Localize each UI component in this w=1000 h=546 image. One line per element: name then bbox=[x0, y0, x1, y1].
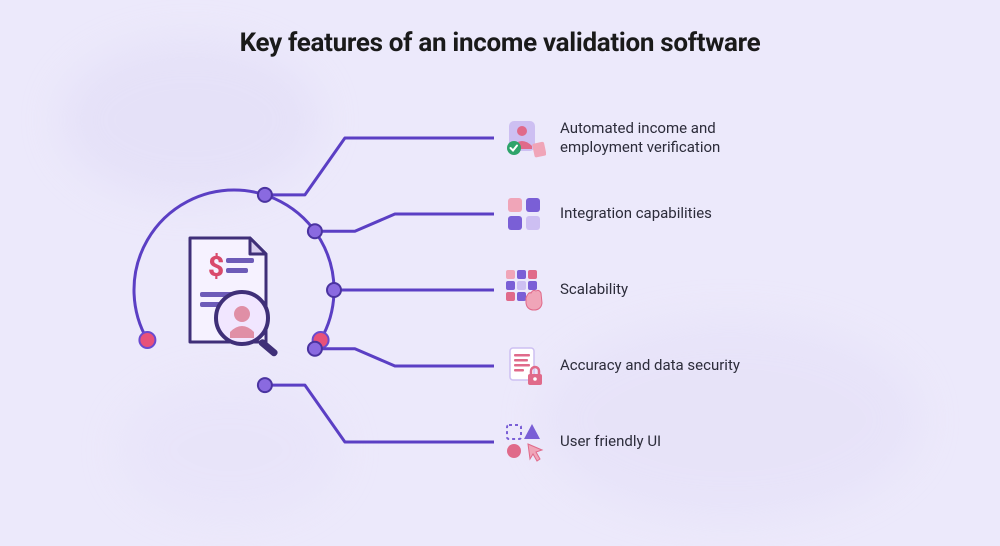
feature-label: Integration capabilities bbox=[560, 204, 712, 224]
feature-label: Scalability bbox=[560, 280, 628, 300]
doc-lock-icon bbox=[502, 344, 546, 388]
blocks-icon bbox=[502, 192, 546, 236]
features-layer: Automated income and employment verifica… bbox=[0, 0, 1000, 546]
profile-check-icon bbox=[502, 116, 546, 160]
grid-hand-icon bbox=[502, 268, 546, 312]
feature-user-friendly-ui: User friendly UI bbox=[502, 420, 661, 464]
feature-scalability: Scalability bbox=[502, 268, 628, 312]
feature-automated-verification: Automated income and employment verifica… bbox=[502, 116, 800, 160]
feature-label: Automated income and employment verifica… bbox=[560, 119, 800, 158]
feature-label: User friendly UI bbox=[560, 432, 661, 452]
feature-accuracy-security: Accuracy and data security bbox=[502, 344, 740, 388]
feature-integration: Integration capabilities bbox=[502, 192, 712, 236]
shapes-cursor-icon bbox=[502, 420, 546, 464]
feature-label: Accuracy and data security bbox=[560, 356, 740, 376]
